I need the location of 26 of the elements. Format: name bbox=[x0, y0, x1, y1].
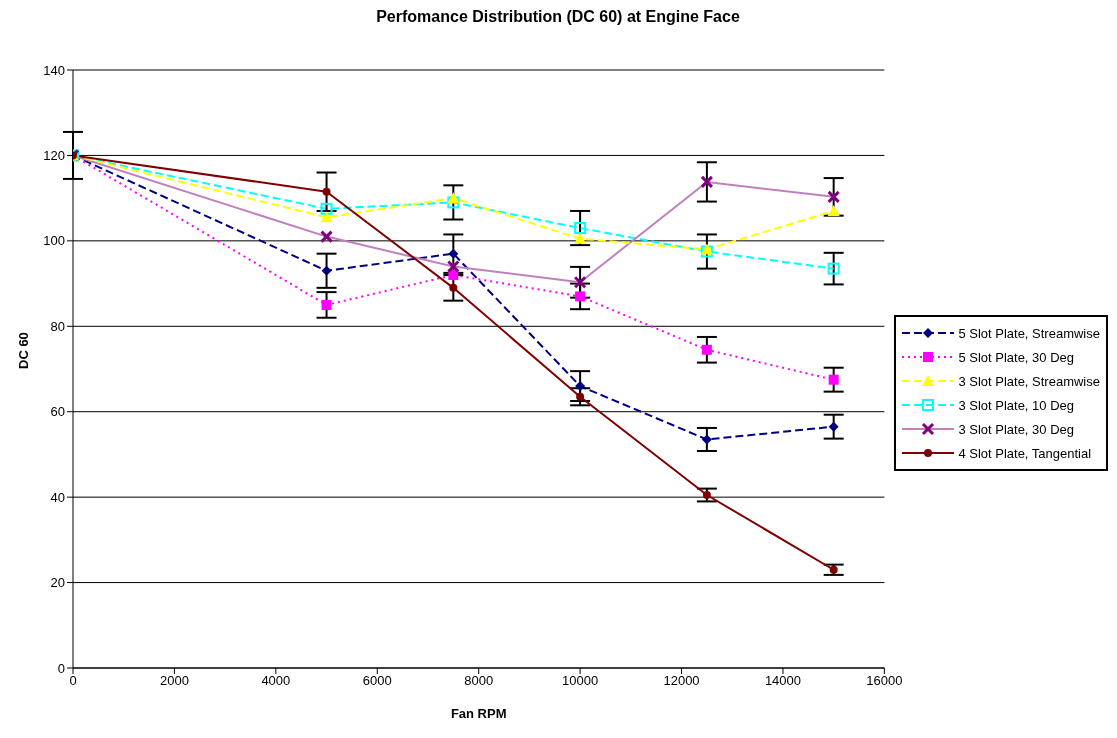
y-tick-label: 100 bbox=[43, 233, 65, 249]
y-tick-label: 140 bbox=[43, 62, 65, 78]
y-tick-label: 0 bbox=[57, 660, 65, 676]
y-tick-label: 120 bbox=[43, 148, 65, 164]
x-tick-label: 0 bbox=[69, 673, 77, 689]
x-tick-label: 8000 bbox=[464, 673, 494, 689]
x-tick-label: 14000 bbox=[764, 673, 802, 689]
legend-label: 5 Slot Plate, 30 Deg bbox=[958, 349, 1075, 365]
legend-label: 3 Slot Plate, 10 Deg bbox=[958, 397, 1075, 413]
y-tick-label: 40 bbox=[50, 489, 65, 505]
x-tick-label: 10000 bbox=[562, 673, 599, 689]
legend-label: 3 Slot Plate, 30 Deg bbox=[958, 421, 1075, 437]
legend-label: 5 Slot Plate, Streamwise bbox=[958, 325, 1100, 341]
y-tick-label: 20 bbox=[50, 575, 65, 591]
x-tick-label: 16000 bbox=[866, 673, 903, 689]
x-tick-label: 2000 bbox=[159, 673, 189, 689]
x-tick-label: 4000 bbox=[261, 673, 291, 689]
y-axis-title: DC 60 bbox=[15, 332, 31, 369]
x-tick-label: 6000 bbox=[362, 673, 392, 689]
x-tick-label: 12000 bbox=[663, 673, 700, 689]
y-tick-label: 80 bbox=[50, 318, 65, 334]
legend-label: 4 Slot Plate, Tangential bbox=[958, 445, 1092, 461]
x-axis-title: Fan RPM bbox=[450, 706, 507, 721]
y-tick-label: 60 bbox=[50, 404, 65, 420]
chart-title: Perfomance Distribution (DC 60) at Engine Face bbox=[375, 8, 741, 27]
legend-label: 3 Slot Plate, Streamwise bbox=[958, 373, 1100, 389]
